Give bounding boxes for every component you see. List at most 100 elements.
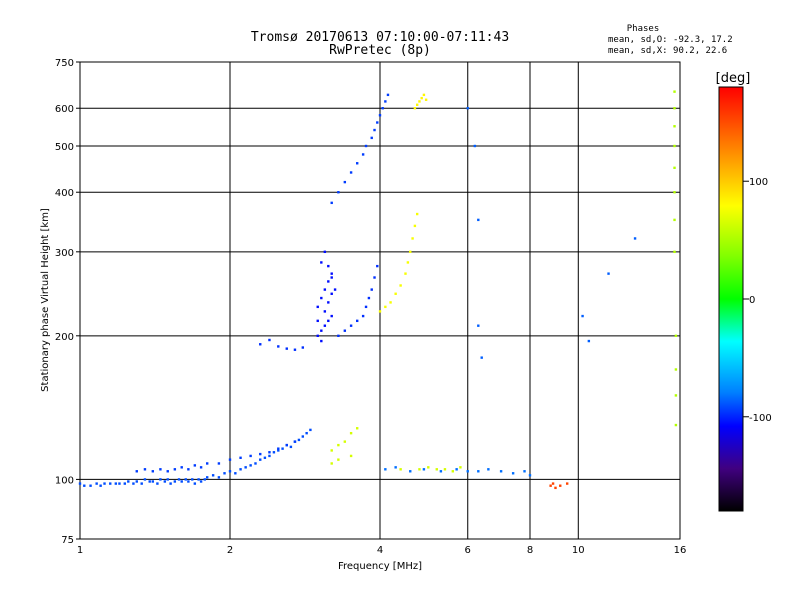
y-tick-label: 750 bbox=[55, 58, 74, 69]
y-axis-label: Stationary phase Virtual Height [km] bbox=[40, 208, 51, 392]
data-point bbox=[418, 100, 421, 103]
colorbar-tick-label: -100 bbox=[749, 413, 772, 424]
data-point bbox=[118, 482, 121, 485]
data-point bbox=[277, 345, 280, 348]
data-point bbox=[376, 264, 379, 268]
data-point bbox=[320, 261, 323, 264]
data-point bbox=[327, 301, 330, 304]
data-point bbox=[404, 272, 407, 275]
data-point bbox=[323, 288, 327, 291]
data-point bbox=[349, 454, 353, 458]
data-point bbox=[327, 319, 330, 323]
data-point bbox=[95, 482, 98, 485]
y-tick-label: 75 bbox=[61, 535, 74, 546]
data-point bbox=[435, 468, 438, 471]
data-point bbox=[140, 482, 143, 485]
data-point bbox=[193, 482, 197, 485]
data-point bbox=[386, 93, 390, 97]
data-point bbox=[355, 427, 359, 430]
data-point bbox=[355, 162, 359, 165]
x-axis-label: Frequency [MHz] bbox=[338, 561, 422, 572]
data-point bbox=[455, 468, 458, 471]
data-point bbox=[148, 480, 151, 483]
data-point bbox=[477, 324, 480, 327]
data-point bbox=[239, 468, 242, 471]
data-point bbox=[205, 462, 209, 465]
x-tick-label: 8 bbox=[527, 545, 533, 556]
data-point bbox=[355, 319, 359, 323]
data-point bbox=[223, 472, 226, 475]
data-point bbox=[409, 470, 412, 473]
data-point bbox=[166, 470, 169, 473]
data-point bbox=[551, 482, 555, 485]
data-point bbox=[389, 301, 392, 304]
data-point bbox=[297, 438, 301, 442]
data-point bbox=[143, 468, 147, 471]
data-point bbox=[451, 470, 455, 473]
data-point bbox=[330, 314, 333, 318]
data-point bbox=[293, 348, 297, 351]
data-point bbox=[673, 144, 676, 148]
data-point bbox=[89, 484, 92, 487]
data-point bbox=[384, 305, 387, 309]
data-point bbox=[316, 305, 319, 309]
data-point bbox=[135, 470, 138, 473]
data-point bbox=[259, 452, 262, 456]
data-point bbox=[217, 476, 221, 479]
data-point bbox=[399, 468, 402, 471]
data-point bbox=[114, 482, 118, 485]
data-point bbox=[169, 482, 172, 485]
data-point bbox=[203, 478, 206, 481]
y-axis-ticks: 75 100 200 300 400 500 600 750 bbox=[55, 58, 80, 546]
data-point bbox=[272, 451, 276, 454]
data-point bbox=[184, 478, 187, 481]
x-tick-label: 6 bbox=[465, 545, 471, 556]
data-point bbox=[499, 470, 503, 473]
data-point bbox=[349, 431, 353, 435]
data-point bbox=[673, 218, 676, 222]
data-point bbox=[381, 107, 384, 110]
data-point bbox=[78, 482, 82, 485]
colorbar-tick-label: 100 bbox=[749, 177, 768, 188]
data-point bbox=[166, 478, 169, 481]
data-point bbox=[205, 476, 209, 479]
data-point bbox=[411, 237, 414, 240]
data-point bbox=[254, 462, 257, 465]
data-point bbox=[554, 486, 557, 490]
data-point bbox=[123, 482, 126, 485]
data-point bbox=[378, 310, 382, 313]
data-point bbox=[343, 440, 347, 443]
data-point bbox=[466, 107, 469, 110]
data-point bbox=[674, 334, 678, 338]
data-points bbox=[78, 90, 678, 490]
data-point bbox=[263, 456, 267, 459]
plot-frame bbox=[79, 61, 681, 540]
data-point bbox=[301, 435, 305, 438]
x-axis-ticks: 1 2 4 6 8 10 16 bbox=[77, 545, 687, 556]
data-point bbox=[323, 250, 327, 254]
data-point bbox=[151, 480, 155, 483]
data-point bbox=[249, 464, 252, 467]
data-point bbox=[673, 90, 676, 93]
data-point bbox=[409, 250, 412, 254]
data-point bbox=[177, 478, 181, 481]
data-point bbox=[109, 482, 112, 485]
data-point bbox=[376, 121, 379, 124]
data-point bbox=[420, 96, 423, 100]
data-point bbox=[159, 468, 162, 471]
y-tick-label: 500 bbox=[55, 142, 74, 153]
data-point bbox=[480, 356, 483, 359]
data-point bbox=[394, 466, 397, 469]
data-point bbox=[413, 224, 417, 228]
data-point bbox=[424, 98, 428, 101]
data-point bbox=[330, 272, 333, 275]
data-point bbox=[99, 484, 102, 487]
y-tick-label: 200 bbox=[55, 332, 74, 343]
data-point bbox=[228, 458, 232, 461]
data-point bbox=[330, 201, 333, 205]
data-point bbox=[281, 447, 284, 450]
data-point bbox=[316, 334, 319, 338]
data-point bbox=[337, 191, 340, 194]
data-point bbox=[173, 468, 177, 471]
